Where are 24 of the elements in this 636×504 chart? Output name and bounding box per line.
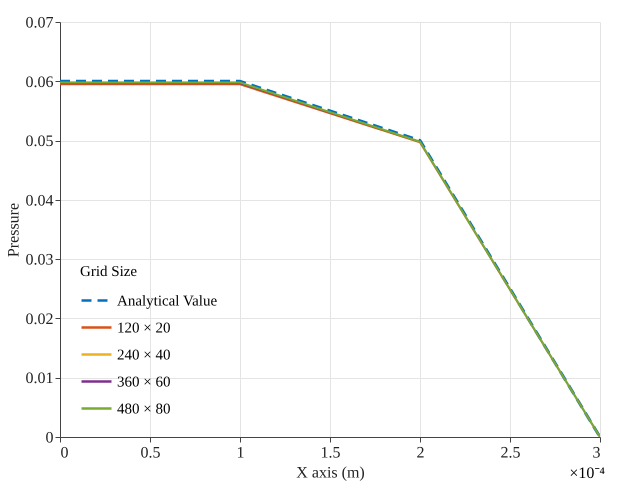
y-axis-title: Pressure xyxy=(6,202,22,258)
y-tick-label: 0.03 xyxy=(26,252,54,269)
legend-label: Analytical Value xyxy=(117,294,218,310)
text: ×10⁻⁴ xyxy=(569,465,606,482)
legend-label: 360 × 60 xyxy=(117,374,170,390)
y-tick-label: 0.05 xyxy=(26,133,54,150)
y-tick-label: 0.02 xyxy=(26,310,54,328)
x-tick-label: 3 xyxy=(592,444,600,462)
x-tick-label: 2.5 xyxy=(500,444,520,462)
y-tick-label: 0.07 xyxy=(26,14,54,32)
x-tick-label: 0.5 xyxy=(140,444,160,462)
legend-title: Grid Size xyxy=(80,264,138,280)
x-tick-label: 0 xyxy=(60,444,68,462)
y-tick-label: 0.06 xyxy=(26,74,54,91)
legend-label: 120 × 20 xyxy=(117,320,170,336)
legend-label: 480 × 80 xyxy=(117,402,170,418)
x-axis-title: X axis (m) xyxy=(296,464,365,482)
y-tick-label: 0 xyxy=(46,430,54,446)
legend-label: 240 × 40 xyxy=(117,348,170,364)
x-tick-label: 2 xyxy=(416,444,424,462)
x-tick-label: 1.5 xyxy=(320,444,340,462)
x-tick-label: 1 xyxy=(236,444,244,462)
y-tick-label: 0.01 xyxy=(26,370,54,388)
y-tick-label: 0.04 xyxy=(26,192,54,210)
